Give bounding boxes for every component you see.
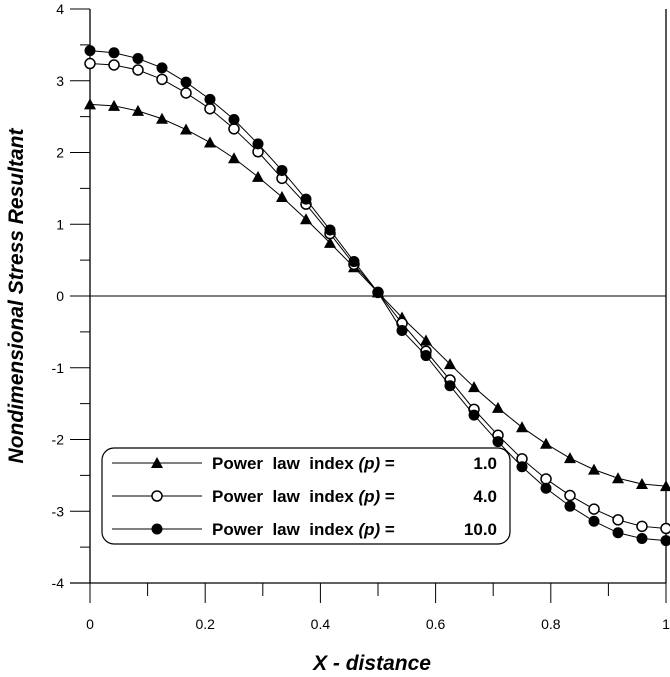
open-circle-marker: [132, 64, 144, 76]
filled-circle-marker: [108, 47, 120, 59]
legend-entry-3: Power law index (p) = 10.0: [112, 520, 497, 539]
legend-value: 10.0: [464, 520, 497, 539]
triangle-marker: [156, 112, 168, 124]
triangle-marker: [516, 421, 528, 433]
y-tick-label: -4: [52, 575, 65, 591]
triangle-marker: [635, 477, 648, 489]
open-circle-marker: [564, 489, 576, 502]
legend-value: 4.0: [473, 487, 497, 506]
triangle-marker: [324, 236, 337, 248]
filled-circle-marker: [276, 164, 288, 176]
triangle-marker: [588, 463, 600, 475]
triangle-marker: [444, 358, 456, 370]
triangle-marker: [660, 480, 670, 492]
triangle-marker: [84, 98, 96, 110]
triangle-marker: [151, 457, 163, 468]
filled-circle-marker: [636, 533, 648, 545]
filled-circle-marker: [348, 256, 360, 268]
x-tick-label: 0.2: [195, 616, 215, 632]
open-circle-marker: [540, 473, 552, 485]
open-circle-marker: [108, 59, 120, 71]
legend-label: Power law index (p) =: [212, 454, 395, 473]
filled-circle-marker: [252, 138, 264, 150]
triangle-marker: [300, 213, 312, 225]
filled-circle-marker: [156, 62, 168, 74]
filled-circle-marker: [228, 113, 240, 125]
triangle-marker: [563, 452, 576, 464]
filled-circle-marker: [540, 482, 552, 494]
filled-circle-marker: [204, 93, 216, 105]
y-tick-label: 3: [56, 73, 64, 89]
legend-entry-1: Power law index (p) = 1.0: [112, 454, 497, 473]
filled-circle-marker: [372, 286, 384, 298]
x-tick-label: 0.4: [311, 616, 331, 632]
triangle-marker: [131, 104, 144, 116]
triangle-marker: [275, 190, 288, 202]
y-tick-label: -3: [52, 503, 65, 519]
filled-circle-marker: [151, 523, 163, 535]
filled-circle-marker: [588, 515, 600, 527]
open-circle-marker: [156, 73, 168, 86]
triangle-marker: [203, 136, 216, 148]
legend-entry-2: Power law index (p) = 4.0: [112, 487, 497, 506]
triangle-marker: [108, 99, 121, 111]
legend-label: Power law index (p) =: [212, 520, 395, 539]
open-circle-marker: [151, 490, 163, 502]
y-tick-label: 0: [56, 288, 64, 304]
open-circle-marker: [636, 520, 648, 533]
filled-circle-marker: [84, 45, 96, 57]
y-tick-label: 2: [56, 145, 64, 161]
filled-circle-marker: [492, 436, 504, 448]
filled-circle-marker: [564, 500, 576, 512]
triangle-marker: [612, 472, 625, 484]
x-tick-label: 0.8: [541, 616, 561, 632]
filled-circle-marker: [300, 193, 312, 205]
x-axis-label: X - distance: [312, 652, 431, 675]
y-axis-label: Nondimensional Stress Resultant: [5, 128, 28, 464]
filled-circle-marker: [444, 380, 456, 392]
legend-box: [101, 447, 511, 545]
triangle-marker: [228, 152, 240, 164]
filled-circle-marker: [396, 324, 408, 336]
axes: -4 -3 -2 -1 0 1 2 3 4 0 0.2 0.4 0.6 0.8 1: [52, 1, 670, 632]
legend-value: 1.0: [473, 454, 497, 473]
series-group: [84, 45, 670, 547]
y-tick-label: -1: [52, 360, 65, 376]
filled-circle-marker: [132, 53, 144, 65]
filled-circle-marker: [420, 350, 432, 362]
y-tick-label: -2: [52, 432, 65, 448]
open-circle-marker: [84, 57, 96, 70]
open-circle-marker: [660, 522, 670, 535]
filled-circle-marker: [468, 409, 480, 421]
open-circle-marker: [228, 123, 240, 135]
x-tick-label: 0.6: [426, 616, 446, 632]
x-tick-label: 1: [662, 616, 670, 632]
legend-label: Power law index (p) =: [212, 487, 395, 506]
triangle-marker: [468, 381, 481, 393]
y-tick-label: 4: [56, 1, 64, 17]
filled-circle-marker: [180, 76, 192, 88]
triangle-marker: [491, 401, 504, 413]
triangle-marker: [180, 123, 193, 135]
filled-circle-marker: [324, 224, 336, 236]
triangle-marker: [419, 334, 432, 346]
triangle-marker: [540, 437, 553, 449]
filled-circle-marker: [660, 535, 670, 547]
triangle-marker: [252, 170, 265, 182]
open-circle-marker: [204, 102, 216, 115]
x-tick-label: 0: [86, 616, 94, 632]
filled-circle-marker: [516, 461, 528, 473]
y-tick-label: 1: [56, 216, 64, 232]
open-circle-marker: [180, 87, 192, 99]
open-circle-marker: [588, 503, 600, 515]
filled-circle-marker: [612, 527, 624, 539]
series-3: [84, 45, 670, 547]
open-circle-marker: [612, 514, 624, 526]
